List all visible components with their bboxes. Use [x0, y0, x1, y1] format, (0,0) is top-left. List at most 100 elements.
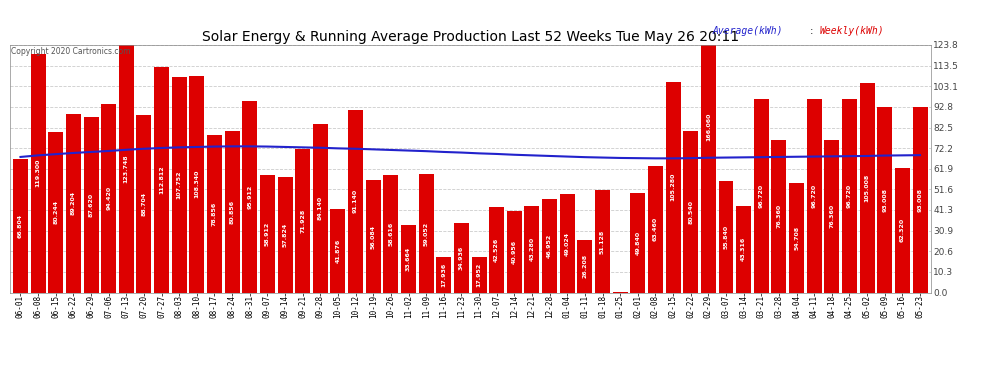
Text: 84.140: 84.140: [318, 196, 323, 220]
Bar: [895, 168, 910, 292]
Text: 54.708: 54.708: [794, 226, 799, 250]
Bar: [154, 67, 169, 292]
Text: 166.060: 166.060: [706, 112, 711, 141]
Bar: [454, 223, 469, 292]
Text: 95.912: 95.912: [248, 184, 252, 209]
Bar: [383, 176, 398, 292]
Title: Solar Energy & Running Average Production Last 52 Weeks Tue May 26 20:11: Solar Energy & Running Average Productio…: [202, 30, 739, 44]
Bar: [171, 77, 187, 292]
Text: 89.204: 89.204: [71, 191, 76, 215]
Text: 41.876: 41.876: [336, 238, 341, 263]
Text: 66.804: 66.804: [18, 214, 23, 238]
Bar: [437, 256, 451, 292]
Bar: [753, 99, 769, 292]
Text: 17.952: 17.952: [476, 262, 481, 286]
Text: 93.008: 93.008: [882, 188, 887, 211]
Text: 80.540: 80.540: [688, 200, 693, 224]
Bar: [83, 117, 99, 292]
Text: 107.752: 107.752: [177, 171, 182, 199]
Bar: [295, 149, 310, 292]
Text: 94.420: 94.420: [106, 186, 111, 210]
Bar: [13, 159, 28, 292]
Bar: [243, 101, 257, 292]
Bar: [825, 140, 840, 292]
Bar: [225, 131, 240, 292]
Bar: [683, 132, 698, 292]
Text: 105.008: 105.008: [864, 173, 869, 202]
Text: 96.720: 96.720: [847, 184, 852, 208]
Text: 93.008: 93.008: [918, 188, 923, 211]
Text: 58.616: 58.616: [388, 222, 393, 246]
Bar: [631, 193, 645, 292]
Bar: [913, 106, 928, 292]
Bar: [543, 199, 557, 292]
Text: 34.936: 34.936: [459, 246, 464, 270]
Bar: [365, 180, 381, 292]
Bar: [31, 54, 46, 292]
Text: 112.812: 112.812: [159, 165, 164, 194]
Text: 96.720: 96.720: [758, 184, 763, 208]
Bar: [559, 195, 575, 292]
Text: 108.340: 108.340: [194, 170, 199, 198]
Text: 40.956: 40.956: [512, 240, 517, 264]
Bar: [471, 256, 486, 292]
Text: 76.360: 76.360: [776, 204, 781, 228]
Text: 59.052: 59.052: [424, 221, 429, 246]
Text: 49.024: 49.024: [564, 231, 570, 255]
Text: 87.620: 87.620: [88, 193, 93, 217]
Bar: [119, 45, 134, 292]
Text: 80.856: 80.856: [230, 200, 235, 224]
Text: Weekly(kWh): Weekly(kWh): [820, 26, 884, 36]
Text: 76.360: 76.360: [830, 204, 835, 228]
Bar: [489, 207, 504, 292]
Bar: [577, 240, 592, 292]
Text: 123.748: 123.748: [124, 154, 129, 183]
Text: 33.664: 33.664: [406, 247, 411, 271]
Bar: [507, 211, 522, 292]
Text: 17.936: 17.936: [442, 262, 446, 287]
Bar: [807, 99, 822, 292]
Bar: [877, 106, 892, 292]
Text: 119.300: 119.300: [36, 159, 41, 188]
Text: 78.856: 78.856: [212, 201, 217, 226]
Text: 91.140: 91.140: [353, 189, 358, 213]
Text: 56.084: 56.084: [370, 224, 376, 249]
Text: 55.840: 55.840: [724, 225, 729, 249]
Bar: [207, 135, 222, 292]
Bar: [771, 140, 786, 292]
Text: 51.128: 51.128: [600, 229, 605, 254]
Bar: [331, 209, 346, 292]
Bar: [348, 110, 363, 292]
Bar: [313, 124, 328, 292]
Text: 46.952: 46.952: [547, 234, 552, 258]
Text: :: :: [807, 26, 817, 36]
Text: 26.208: 26.208: [582, 254, 587, 278]
Bar: [401, 225, 416, 292]
Bar: [789, 183, 804, 292]
Text: 58.912: 58.912: [265, 222, 270, 246]
Text: 57.824: 57.824: [282, 223, 287, 247]
Bar: [101, 104, 116, 292]
Bar: [49, 132, 63, 292]
Text: Copyright 2020 Cartronics.com: Copyright 2020 Cartronics.com: [11, 48, 131, 57]
Bar: [842, 99, 857, 292]
Bar: [595, 190, 610, 292]
Text: 62.320: 62.320: [900, 218, 905, 242]
Text: 71.928: 71.928: [300, 209, 305, 233]
Bar: [419, 174, 434, 292]
Text: 88.704: 88.704: [142, 192, 147, 216]
Text: 43.316: 43.316: [742, 237, 746, 261]
Text: 43.280: 43.280: [530, 237, 535, 261]
Text: 96.720: 96.720: [812, 184, 817, 208]
Text: 105.280: 105.280: [670, 173, 675, 201]
Bar: [719, 181, 734, 292]
Bar: [701, 0, 716, 292]
Bar: [665, 82, 680, 292]
Text: 63.460: 63.460: [653, 217, 658, 241]
Bar: [137, 115, 151, 292]
Bar: [66, 114, 81, 292]
Bar: [647, 166, 663, 292]
Bar: [525, 206, 540, 292]
Bar: [737, 206, 751, 292]
Text: 49.840: 49.840: [636, 231, 641, 255]
